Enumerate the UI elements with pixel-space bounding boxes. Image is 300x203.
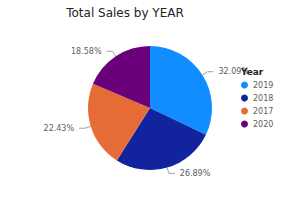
svg-text:Total Sales by YEAR: Total Sales by YEAR — [65, 6, 184, 20]
svg-text:22.43%: 22.43% — [44, 124, 75, 133]
svg-text:2020: 2020 — [253, 120, 273, 129]
svg-text:2018: 2018 — [253, 94, 273, 103]
svg-text:18.58%: 18.58% — [71, 47, 102, 56]
svg-text:32.09%: 32.09% — [218, 67, 249, 77]
svg-text:2017: 2017 — [253, 107, 273, 116]
svg-text:2019: 2019 — [253, 81, 273, 90]
svg-text:26.89%: 26.89% — [180, 169, 211, 178]
svg-text:Year: Year — [240, 67, 264, 77]
